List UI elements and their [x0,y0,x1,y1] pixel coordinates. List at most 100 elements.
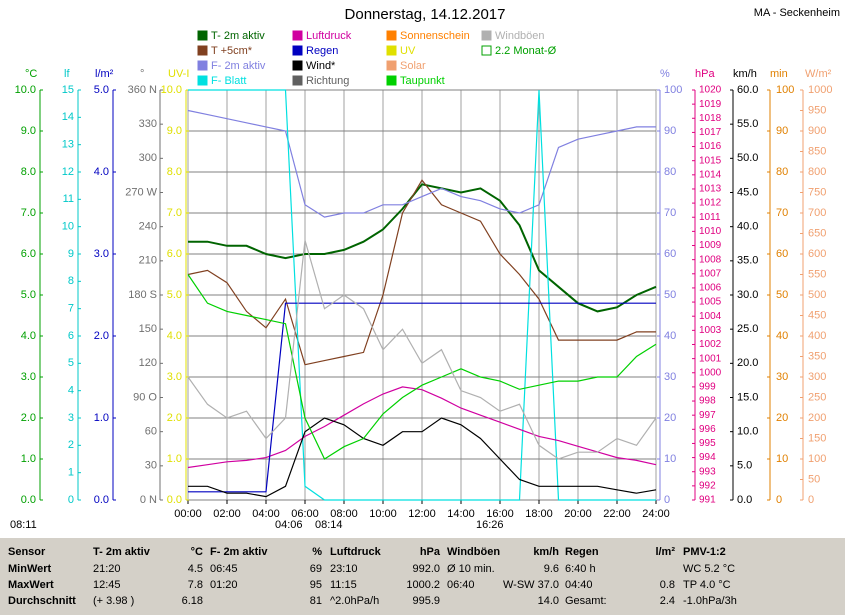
y-tick-label: 3.0 [21,371,36,383]
y-tick-label: 10 [776,453,788,465]
chart-title: Donnerstag, 14.12.2017 [345,6,506,23]
station: MA - Seckenheim [754,7,840,19]
axis-unit: UV-I [168,68,189,80]
x-tick-label: 04:00 [252,508,280,520]
y-tick-label: 13 [62,139,74,151]
y-tick-label: 350 [808,350,826,362]
legend-label: UV [400,45,416,57]
summary-title: Sensor [8,546,46,558]
y-tick-label: 70 [776,207,788,219]
summary-cell: 4.5 [188,563,203,575]
y-tick-label: 40 [776,330,788,342]
legend-swatch [197,60,208,71]
x-tick-label: 14:00 [447,508,475,520]
summary-cell: (+ 3.98 ) [93,595,134,607]
y-tick-label: 0 [68,494,74,506]
summary-title: Regen [565,546,599,558]
legend-label: Taupunkt [400,75,445,87]
y-tick-label: 0.0 [167,494,182,506]
legend-label: F- Blatt [211,75,246,87]
y-tick-label: 4.0 [21,330,36,342]
summary-cell: 6:40 h [565,563,596,575]
y-tick-label: 1000 [699,367,722,378]
y-tick-label: 5 [68,357,74,369]
summary-cell: -1.0hPa/3h [683,595,737,607]
x-tick-label: 10:00 [369,508,397,520]
legend-swatch [197,75,208,86]
summary-cell: 81 [310,595,322,607]
summary-unit: % [312,546,322,558]
y-tick-label: 992 [699,481,716,492]
legend-swatch [292,45,303,56]
y-tick-label: 150 [808,432,826,444]
y-tick-label: 4.0 [94,166,109,178]
y-tick-label: 550 [808,268,826,280]
y-tick-label: 200 [808,412,826,424]
y-tick-label: 60.0 [737,84,758,96]
y-tick-label: 4.0 [167,330,182,342]
y-tick-label: 3 [68,412,74,424]
y-tick-label: 996 [699,424,716,435]
y-tick-label: 12 [62,166,74,178]
y-tick-label: 100 [664,84,682,96]
legend-label: 2.2 Monat-Ø [495,45,557,57]
y-tick-label: 50 [776,289,788,301]
y-tick-label: 1019 [699,99,722,110]
y-tick-label: 995 [699,438,716,449]
y-tick-label: 5.0 [167,289,182,301]
y-tick-label: 0.0 [21,494,36,506]
legend-label: Regen [306,45,338,57]
summary-cell: 01:20 [210,579,238,591]
y-tick-label: 1.0 [94,412,109,424]
legend-swatch [197,45,208,56]
y-tick-label: 330 [139,118,157,130]
y-tick-label: 40 [664,330,676,342]
y-tick-label: 240 [139,221,157,233]
y-tick-label: 15 [62,84,74,96]
legend-swatch [386,45,397,56]
summary-cell: W-SW 37.0 [503,579,559,591]
summary-unit: hPa [420,546,441,558]
y-tick-label: 950 [808,104,826,116]
legend-label: Richtung [306,75,349,87]
series-line [188,302,656,493]
y-tick-label: 993 [699,466,716,477]
y-tick-label: 11 [63,193,74,205]
y-tick-label: 3.0 [94,248,109,260]
y-tick-label: 2.0 [94,330,109,342]
y-tick-label: 300 [139,152,157,164]
y-tick-label: 8.0 [21,166,36,178]
x-tick-label: 00:00 [174,508,202,520]
y-tick-label: 1007 [699,268,722,279]
y-tick-label: 1002 [699,339,722,350]
axis-unit: ° [140,68,144,80]
y-tick-label: 6.0 [167,248,182,260]
y-tick-label: 700 [808,207,826,219]
y-tick-label: 850 [808,145,826,157]
y-tick-label: 400 [808,330,826,342]
y-tick-label: 210 [139,255,157,267]
series-line [187,386,657,469]
axis-unit: % [660,68,670,80]
y-tick-label: 0 N [140,494,157,506]
y-tick-label: 20 [664,412,676,424]
y-tick-label: 14 [62,111,74,123]
y-tick-label: 1018 [699,113,722,124]
axis-unit: hPa [695,68,715,80]
y-tick-label: 80 [776,166,788,178]
y-tick-label: 994 [699,452,716,463]
y-tick-label: 8.0 [167,166,182,178]
y-tick-label: 5.0 [21,289,36,301]
summary-cell: 995.9 [412,595,440,607]
y-tick-label: 100 [808,453,826,465]
legend-label: Wind* [306,60,336,72]
y-tick-label: 20.0 [737,357,758,369]
axis-unit: min [770,68,788,80]
y-tick-label: 60 [145,426,157,438]
y-tick-label: 800 [808,166,826,178]
summary-cell: ^2.0hPa/h [330,595,379,607]
y-tick-label: 0.0 [737,494,752,506]
y-tick-label: 60 [776,248,788,260]
